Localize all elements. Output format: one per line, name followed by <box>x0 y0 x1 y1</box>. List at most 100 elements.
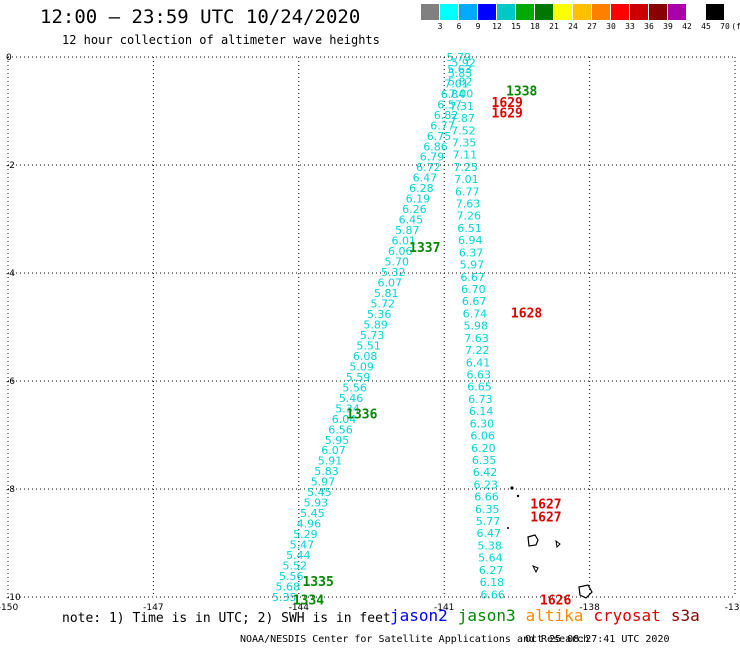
wave-height-label: 6.75 <box>427 130 452 143</box>
wave-height-label: 6.66 <box>474 491 499 504</box>
wave-height-label: 5.09 <box>349 360 374 373</box>
wave-height-label: 6.77 <box>430 119 455 132</box>
scale-label: 15 <box>511 22 521 31</box>
wave-height-label: 6.63 <box>467 368 492 381</box>
scale-label: 30 <box>606 22 616 31</box>
scale-label: 36 <box>644 22 654 31</box>
x-tick-label: -144 <box>289 603 310 613</box>
wave-height-label: 6.77 <box>455 185 480 198</box>
wave-height-label: 6.20 <box>471 442 496 455</box>
wave-height-label: 5.85 <box>448 67 473 80</box>
wave-height-label: 6.86 <box>423 140 448 153</box>
pass-id-label: 1629 <box>492 96 523 111</box>
wave-height-label: 6.06 <box>470 430 495 443</box>
wave-height-label: 6.18 <box>480 576 505 589</box>
wave-height-label: 5.79 <box>446 51 471 64</box>
scale-swatch <box>497 4 515 20</box>
pass-id-label: 1626 <box>540 594 571 609</box>
pass-id-label: 1337 <box>409 241 440 256</box>
scale-swatch <box>573 4 591 20</box>
pass-id-label: 1628 <box>511 306 542 321</box>
scale-label: 45 <box>701 22 711 31</box>
scale-swatch <box>687 4 705 20</box>
wave-height-label: 5.51 <box>356 339 381 352</box>
scale-label: 21 <box>549 22 559 31</box>
pass-id-label: 1338 <box>506 84 537 99</box>
scale-label: 27 <box>587 22 597 31</box>
wave-height-label: 5.64 <box>478 552 503 565</box>
pass-id-label: 1627 <box>530 498 561 513</box>
wave-height-label: 7.31 <box>450 100 475 113</box>
scale-swatch <box>554 4 572 20</box>
wave-height-label: 6.74 <box>463 307 488 320</box>
wave-height-label: 6.72 <box>416 161 441 174</box>
wave-height-label: 5.38 <box>477 539 502 552</box>
y-tick-label: -2 <box>6 161 15 171</box>
pass-id-label: 1627 <box>530 511 561 526</box>
scale-label: 18 <box>530 22 540 31</box>
wave-height-label: 6.19 <box>406 193 431 206</box>
scale-label: 9 <box>475 22 481 31</box>
satellite-jason2: jason2 <box>390 606 448 625</box>
wave-height-label: 7.01 <box>454 173 479 186</box>
wave-height-label: 7.87 <box>450 112 475 125</box>
x-tick-label: -141 <box>434 603 454 613</box>
wave-height-label: 6.57 <box>437 98 462 111</box>
wave-height-label: 7.52 <box>451 124 476 137</box>
wave-height-label: 6.70 <box>461 283 486 296</box>
scale-swatch <box>535 4 553 20</box>
island-dot <box>516 494 520 498</box>
wave-height-label: 5.91 <box>318 455 343 468</box>
wave-height-label: 6.45 <box>399 214 424 227</box>
footer-note: note: 1) Time is in UTC; 2) SWH is in fe… <box>62 611 391 626</box>
wave-height-label: 6.35 <box>472 454 497 467</box>
scale-swatch <box>440 4 458 20</box>
satellite-altika: altika <box>525 606 584 625</box>
wave-height-label: 6.84 <box>441 88 466 101</box>
wave-height-label: 6.56 <box>328 423 353 436</box>
scale-swatch <box>706 4 724 20</box>
wave-height-label: 6.79 <box>420 151 445 164</box>
island-outline <box>555 539 561 549</box>
wave-height-label: 5.63 <box>447 63 472 76</box>
wave-height-label: 6.66 <box>480 588 505 601</box>
wave-height-label: 6.30 <box>470 417 495 430</box>
wave-height-label: 5.89 <box>363 318 388 331</box>
pass-id-label: 1336 <box>346 407 377 422</box>
footer-timestamp: Oct 25 08:27:41 UTC 2020 <box>525 634 670 645</box>
x-tick-label: -147 <box>143 603 163 613</box>
scale-swatch <box>478 4 496 20</box>
wave-height-label: 5.47 <box>290 539 315 552</box>
wave-height-label: 5.59 <box>346 371 371 384</box>
wave-height-label: 7.35 <box>452 136 477 149</box>
wave-height-label: 4.96 <box>297 518 322 531</box>
wave-height-label: 5.34 <box>335 402 360 415</box>
wave-height-label: 5.97 <box>460 259 485 272</box>
wave-height-label: 5.95 <box>325 434 350 447</box>
y-tick-label: -6 <box>6 377 15 387</box>
footer-credit: NOAA/NESDIS Center for Satellite Applica… <box>240 634 590 645</box>
scale-swatch <box>630 4 648 20</box>
wave-height-label: 5.32 <box>381 266 406 279</box>
x-tick-label: -135 <box>725 603 740 613</box>
scale-label: 6 <box>456 22 462 31</box>
page-subtitle: 12 hour collection of altimeter wave hei… <box>62 33 380 47</box>
page-title: 12:00 – 23:59 UTC 10/24/2020 <box>40 6 361 28</box>
wave-height-label: 6.47 <box>413 172 438 185</box>
wave-height-label: 5.46 <box>339 392 364 405</box>
wave-height-label: 6.14 <box>469 405 494 418</box>
wave-height-label: 5.36 <box>367 308 392 321</box>
x-tick-label: -138 <box>579 603 600 613</box>
wave-height-label: 6.27 <box>479 564 504 577</box>
wave-height-label: 6.08 <box>353 350 378 363</box>
wave-height-label: 5.45 <box>307 486 332 499</box>
wave-height-label: 7.01 <box>444 77 469 90</box>
y-tick-label: 0 <box>6 53 12 63</box>
scale-label: 24 <box>568 22 578 31</box>
island-dot <box>510 486 514 490</box>
wave-height-label: 6.82 <box>434 109 459 122</box>
wave-height-label: 5.56 <box>342 381 367 394</box>
wave-height-label: 6.51 <box>457 222 482 235</box>
wave-height-label: 6.23 <box>473 478 498 491</box>
wave-height-label: 6.41 <box>466 356 491 369</box>
